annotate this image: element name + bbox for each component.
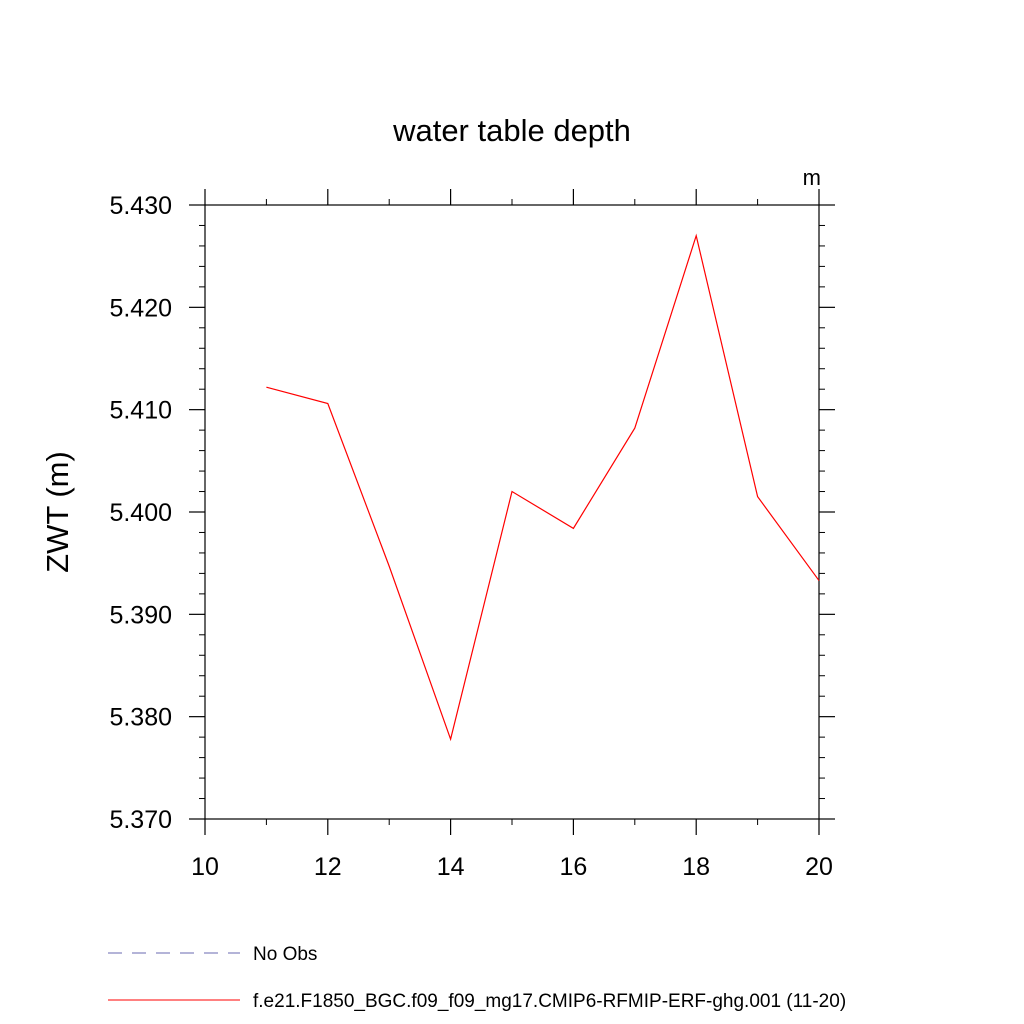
x-tick-label: 12 xyxy=(314,853,342,881)
plot-frame xyxy=(204,204,820,820)
y-tick-label: 5.430 xyxy=(109,192,172,220)
y-tick-label: 5.400 xyxy=(109,499,172,527)
y-tick-label: 5.410 xyxy=(109,397,172,425)
x-tick-label: 16 xyxy=(559,853,587,881)
legend-entry: No Obs xyxy=(253,944,317,965)
y-tick-label: 5.380 xyxy=(109,704,172,732)
axis-ticks xyxy=(189,189,835,835)
units-label: m xyxy=(803,165,821,190)
x-tick-label: 20 xyxy=(805,853,833,881)
y-tick-label: 5.420 xyxy=(109,294,172,322)
legend: No Obs f.e21.F1850_BGC.f09_f09_mg17.CMIP6… xyxy=(108,944,846,1012)
series-line xyxy=(266,233,820,742)
x-tick-label: 10 xyxy=(191,853,219,881)
y-tick-label: 5.390 xyxy=(109,601,172,629)
series-lines xyxy=(266,233,820,742)
y-tick-label: 5.370 xyxy=(109,806,172,834)
x-tick-label: 14 xyxy=(437,853,465,881)
legend-entry: f.e21.F1850_BGC.f09_f09_mg17.CMIP6-RFMIP… xyxy=(253,991,846,1012)
axis-tick-labels: 10 12 14 16 18 20 5.370 5.380 5.390 5.400 5.410 5.4… xyxy=(109,192,832,881)
y-axis-label: ZWT (m) xyxy=(40,451,75,573)
chart-title: water table depth xyxy=(392,113,631,148)
x-tick-label: 18 xyxy=(682,853,710,881)
